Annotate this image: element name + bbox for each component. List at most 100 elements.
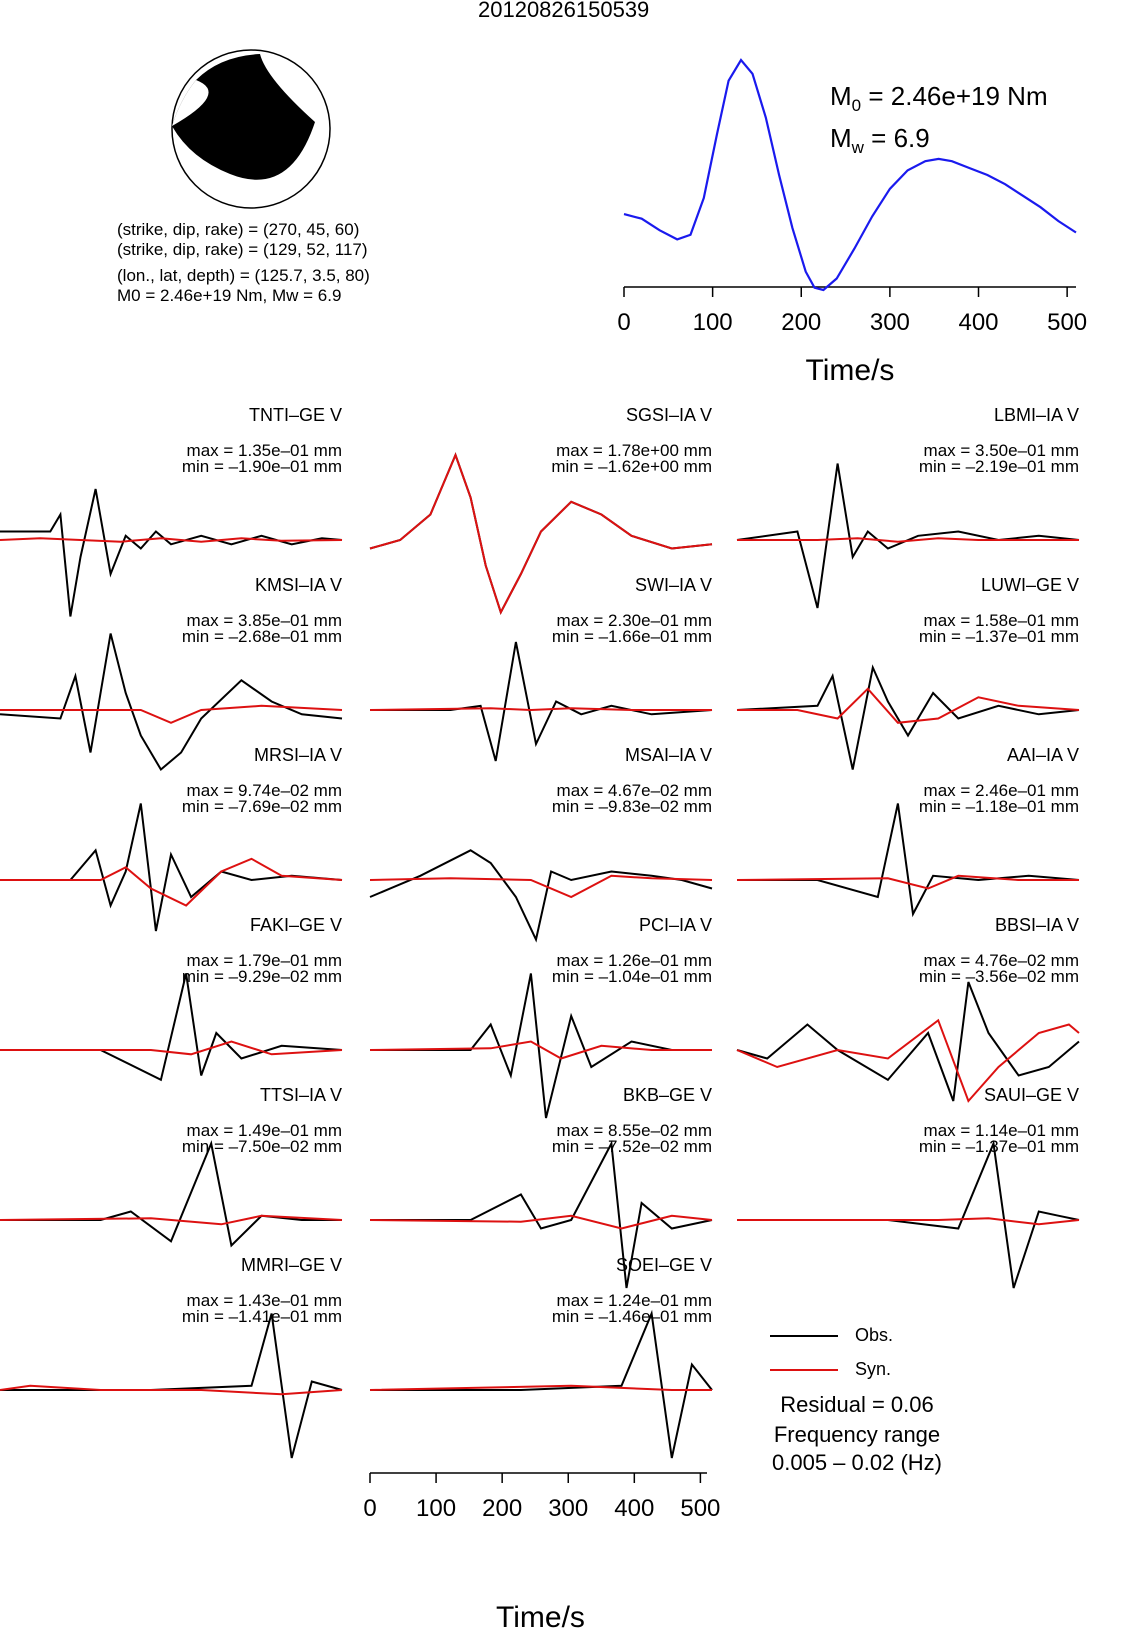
waveform-x-tick-label: 500 [680,1495,720,1522]
station-max: max = 3.50e–01 mm [924,441,1079,460]
station-min: min = –2.19e–01 mm [919,457,1079,476]
stf-curve [623,58,1077,292]
beachball-tension-patch [172,80,209,126]
syn-waveform [0,1040,343,1056]
station-name: LUWI–GE V [981,575,1079,595]
station-max: max = 1.43e–01 mm [187,1291,342,1310]
syn-waveform [0,857,343,907]
syn-waveform [737,537,1079,543]
source-time-function-chart: 0 100 200 300 400 500 Time/s [617,58,1087,387]
station-max: max = 1.49e–01 mm [187,1121,342,1140]
station-name: AAI–IA V [1007,745,1079,765]
syn-waveform [369,707,712,712]
legend: Obs. Syn. [770,1325,970,1395]
beachball-compression-quadrant [172,54,315,180]
waveform-x-axis-label: Time/s [496,1601,585,1634]
station-name: FAKI–GE V [250,915,342,935]
obs-waveform [0,1140,342,1248]
stf-x-tick-label: 500 [1047,309,1087,336]
waveform-x-tick-label: 300 [548,1495,588,1522]
obs-waveform [0,803,343,932]
syn-waveform [0,1384,343,1396]
station-min: min = –1.18e–01 mm [919,797,1079,816]
stf-x-tick-label: 400 [958,309,998,336]
station-min: min = –7.50e–02 mm [182,1137,342,1156]
station-min: min = –1.90e–01 mm [182,457,342,476]
obs-waveform [736,981,1080,1102]
waveform-x-tick-label: 200 [482,1495,522,1522]
mechanism-plane1: (strike, dip, rake) = (270, 45, 60) [117,220,360,239]
station-max: max = 1.14e–01 mm [924,1121,1079,1140]
station-min: min = –1.62e+00 mm [551,457,712,476]
station-max: max = 8.55e–02 mm [557,1121,712,1140]
stf-x-tick-label: 0 [617,309,630,336]
station-max: max = 9.74e–02 mm [187,781,342,800]
station-name: MMRI–GE V [241,1255,342,1275]
stf-x-tick-label: 200 [781,309,821,336]
station-min: min = –1.41e–01 mm [182,1307,342,1326]
station-max: max = 1.24e–01 mm [557,1291,712,1310]
syn-waveform [369,1214,713,1230]
station-name: LBMI–IA V [994,405,1079,425]
obs-waveform [737,1139,1080,1289]
obs-waveform [736,664,1080,770]
obs-waveform [370,641,713,762]
station-max: max = 4.76e–02 mm [924,951,1079,970]
legend-syn-label: Syn. [855,1359,892,1379]
station-max: max = 2.30e–01 mm [557,611,712,630]
station-min: min = –9.83e–02 mm [552,797,712,816]
waveform-x-tick-label: 100 [416,1495,456,1522]
station-name: SAUI–GE V [984,1085,1079,1105]
station-name: MSAI–IA V [625,745,712,765]
stf-x-tick-label: 100 [693,309,733,336]
stf-x-tick-label: 300 [870,309,910,336]
obs-waveform [0,488,343,617]
mechanism-location: (lon., lat, depth) = (125.7, 3.5, 80) [117,266,370,285]
station-name: PCI–IA V [639,915,712,935]
syn-waveform [0,1214,343,1226]
syn-waveform [369,452,713,615]
station-min: min = –2.68e–01 mm [182,627,342,646]
station-max: max = 1.79e–01 mm [187,951,342,970]
station-min: min = –1.66e–01 mm [552,627,712,646]
station-min: min = –7.52e–02 mm [552,1137,712,1156]
stf-moment-label: M0 = 2.46e+19 Nm [830,81,1048,116]
obs-waveform [737,803,1080,918]
obs-waveform [370,1140,713,1289]
station-min: min = –7.69e–02 mm [182,797,342,816]
station-max: max = 1.58e–01 mm [924,611,1079,630]
mechanism-moment: M0 = 2.46e+19 Nm, Mw = 6.9 [117,286,342,305]
legend-syn-swatch [770,1369,838,1371]
station-min: min = –1.37e–01 mm [919,1137,1079,1156]
station-name: KMSI–IA V [255,575,342,595]
obs-waveform [0,633,343,772]
station-max: max = 3.85e–01 mm [187,611,342,630]
station-max: max = 4.67e–02 mm [557,781,712,800]
station-min: min = –1.37e–01 mm [919,627,1079,646]
event-title: 20120826150539 [478,0,650,22]
waveform-x-tick-label: 0 [363,1495,376,1522]
obs-waveform [370,1309,713,1459]
station-min: min = –3.56e–02 mm [919,967,1079,986]
station-min: min = –9.29e–02 mm [182,967,342,986]
station-max: max = 1.26e–01 mm [557,951,712,970]
obs-waveform [369,849,713,943]
legend-obs-label: Obs. [855,1325,894,1345]
syn-waveform [0,537,343,543]
station-max: max = 1.78e+00 mm [556,441,712,460]
